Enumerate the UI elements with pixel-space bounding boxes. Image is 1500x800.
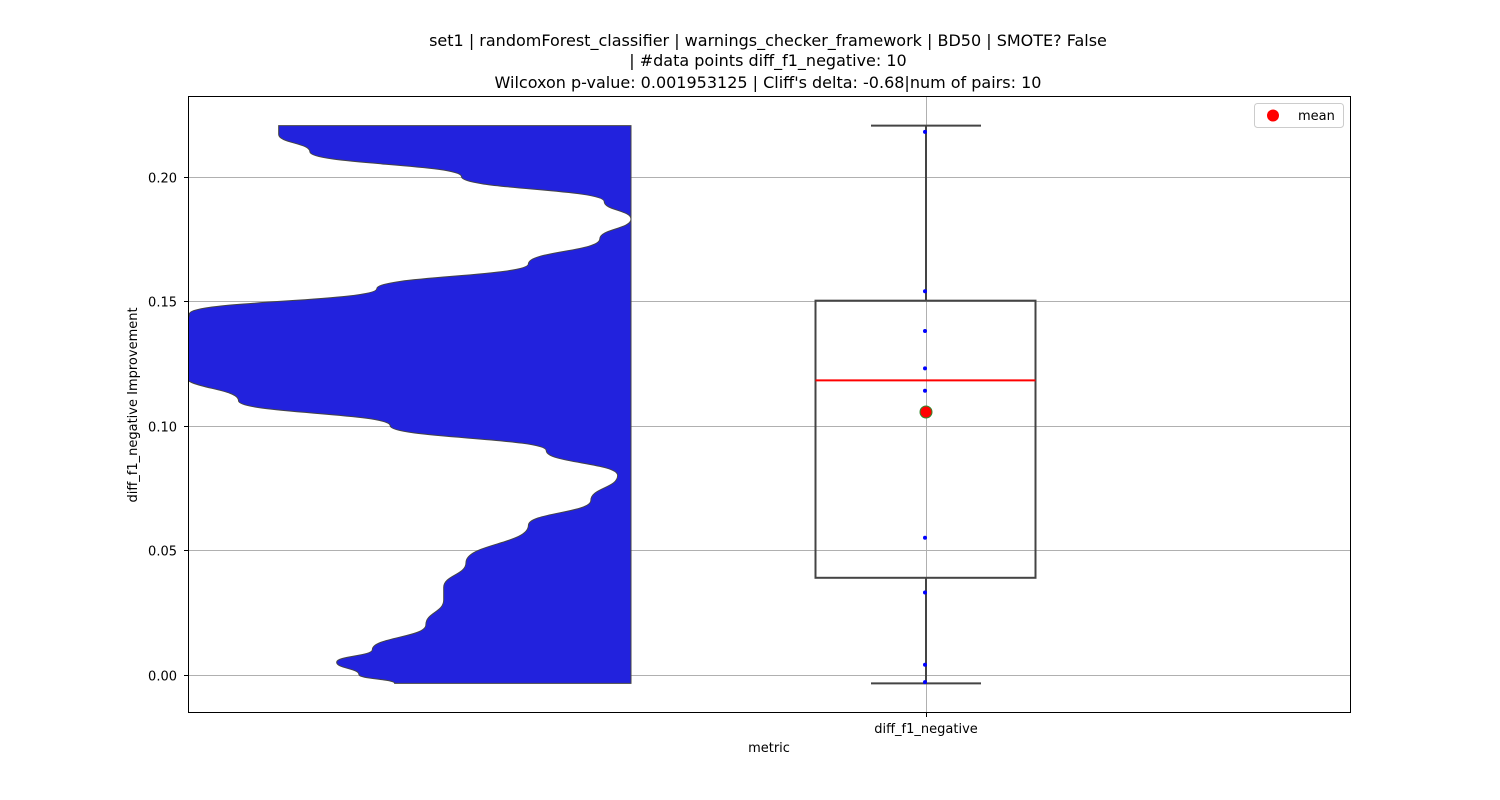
y-tick-label: 0.15 (148, 296, 177, 311)
y-tick-label: 0.05 (148, 545, 177, 560)
data-point (923, 388, 927, 393)
mean-marker (919, 405, 933, 419)
legend-frame (1254, 103, 1344, 128)
y-axis-label: diff_f1_negative Improvement (126, 307, 141, 502)
legend-mean-marker (1267, 109, 1279, 122)
x-axis-ticks: diff_f1_negative (874, 712, 978, 737)
y-tick-label: 0.10 (148, 421, 177, 436)
data-point (923, 366, 927, 371)
plot-frame (188, 96, 1351, 713)
chart-title-line-3: Wilcoxon p-value: 0.001953125 | Cliff's … (495, 73, 1042, 92)
iqr-box (814, 299, 1037, 579)
data-point (923, 329, 927, 334)
violin-layer (189, 125, 632, 684)
data-point (923, 680, 927, 685)
violin-body (189, 125, 632, 684)
data-point (923, 535, 927, 540)
points-layer (919, 129, 933, 685)
box-layer (814, 124, 1037, 685)
data-point (923, 590, 927, 595)
x-axis-label: metric (748, 741, 790, 756)
data-point (923, 129, 927, 134)
data-point (923, 289, 927, 294)
chart-title-line-2: | #data points diff_f1_negative: 10 (629, 51, 906, 71)
legend: mean (1254, 103, 1344, 128)
y-tick-label: 0.00 (148, 670, 177, 685)
y-tick-label: 0.20 (148, 172, 177, 187)
chart-title-line-1: set1 | randomForest_classifier | warning… (429, 31, 1107, 51)
x-tick-label: diff_f1_negative (874, 722, 978, 737)
y-axis-ticks: 0.00 0.05 0.10 0.15 0.20 (148, 172, 189, 685)
data-point (923, 662, 927, 667)
legend-mean-label: mean (1298, 109, 1335, 124)
